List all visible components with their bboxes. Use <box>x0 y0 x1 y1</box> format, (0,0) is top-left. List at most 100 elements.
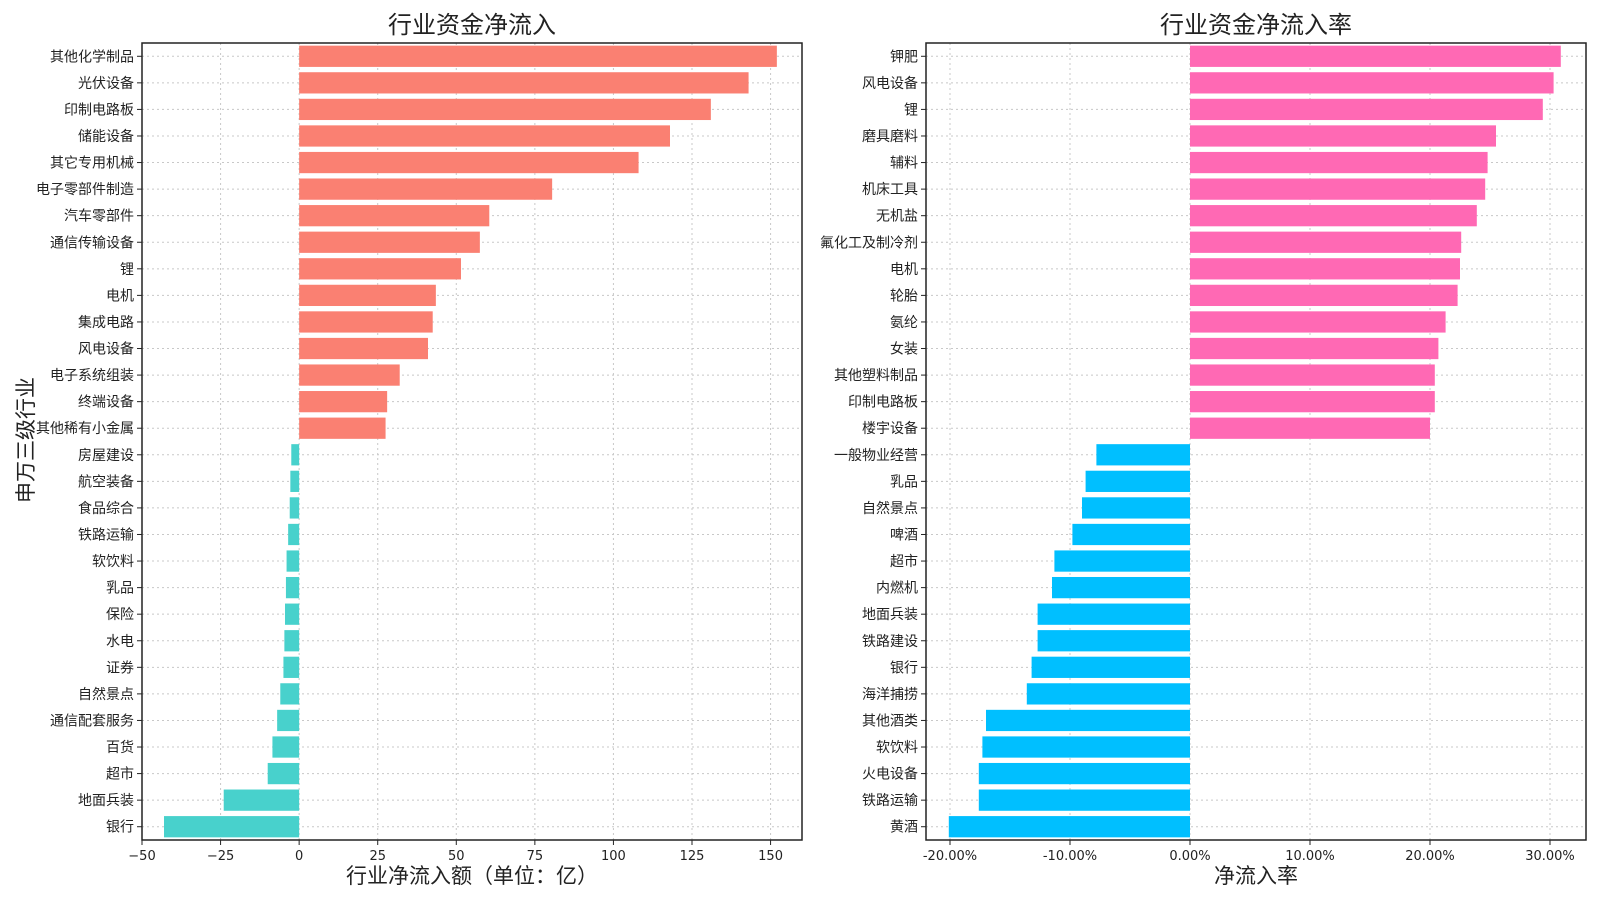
chart-net-inflow-rate-category-label: 银行 <box>890 660 918 676</box>
chart-net-inflow-rate-bar-3 <box>1190 98 1543 121</box>
chart-net-inflow-x-tick-label: 0 <box>295 849 303 864</box>
chart-net-inflow-category-label: 软饮料 <box>92 554 134 570</box>
chart-net-inflow-x-tick-label: −25 <box>207 849 234 864</box>
chart-net-inflow-bar-21 <box>285 576 300 599</box>
chart-net-inflow-title: 行业资金净流入 <box>388 11 556 39</box>
chart-net-inflow-grid <box>141 43 802 840</box>
chart-net-inflow-category-label: 终端设备 <box>78 394 134 411</box>
chart-net-inflow-rate: 行业资金净流入率 钾肥风电设备锂磨具磨料辅料机床工具无机盐氟化工及制冷剂电机轮胎… <box>820 11 1587 888</box>
chart-net-inflow-x-tick-label: 125 <box>680 849 705 864</box>
chart-net-inflow-bar-1 <box>299 45 777 67</box>
chart-net-inflow-rate-bar-2 <box>1190 72 1554 94</box>
chart-net-inflow-category-label: 水电 <box>106 634 134 650</box>
chart-net-inflow-category-label: 汽车零部件 <box>64 208 134 225</box>
chart-net-inflow-category-labels: 其他化学制品光伏设备印制电路板储能设备其它专用机械电子零部件制造汽车零部件通信传… <box>36 49 142 836</box>
chart-net-inflow-rate-bar-7 <box>1190 205 1477 227</box>
chart-net-inflow-bar-18 <box>289 497 300 519</box>
chart-net-inflow-bar-8 <box>299 231 480 253</box>
chart-net-inflow-bar-26 <box>277 709 300 732</box>
chart-net-inflow-category-label: 通信配套服务 <box>50 713 134 729</box>
chart-net-inflow-bar-24 <box>283 656 300 678</box>
chart-net-inflow-rate-bar-29 <box>978 789 1190 811</box>
chart-net-inflow-rate-bar-5 <box>1190 151 1488 174</box>
chart-net-inflow-rate-bar-26 <box>986 709 1190 732</box>
chart-net-inflow-rate-category-label: 电机 <box>890 262 918 278</box>
chart-net-inflow-rate-category-label: 一般物业经营 <box>834 448 918 464</box>
chart-net-inflow-category-label: 电子零部件制造 <box>36 182 134 198</box>
chart-net-inflow-rate-title: 行业资金净流入率 <box>1160 11 1352 39</box>
chart-net-inflow-x-tick-label: 75 <box>527 849 544 864</box>
chart-net-inflow-category-label: 百货 <box>106 739 134 756</box>
chart-net-inflow-rate-category-label: 印制电路板 <box>848 395 918 411</box>
chart-net-inflow-bar-6 <box>299 178 553 200</box>
chart-net-inflow-rate-category-label: 轮胎 <box>890 288 918 304</box>
chart-net-inflow-rate-xlabel: 净流入率 <box>1214 864 1298 888</box>
chart-net-inflow-bar-9 <box>299 258 461 280</box>
chart-net-inflow-rate-bar-23 <box>1037 630 1190 652</box>
chart-net-inflow-rate-category-label: 内燃机 <box>876 580 918 597</box>
chart-net-inflow-bar-23 <box>284 630 300 652</box>
chart-net-inflow-bar-29 <box>223 789 300 811</box>
chart-net-inflow-frame <box>141 42 803 841</box>
chart-net-inflow-rate-bar-18 <box>1082 497 1190 519</box>
chart-net-inflow-rate-bar-11 <box>1190 311 1446 333</box>
chart-net-inflow-category-label: 集成电路 <box>78 314 134 331</box>
chart-net-inflow-category-label: 超市 <box>106 766 134 783</box>
chart-net-inflow-category-label: 其它专用机械 <box>50 155 134 172</box>
chart-net-inflow-category-label: 光伏设备 <box>78 75 134 92</box>
chart-net-inflow-bar-10 <box>299 284 436 307</box>
chart-net-inflow-rate-bar-24 <box>1031 656 1190 678</box>
chart-net-inflow-rate-bar-30 <box>948 816 1190 838</box>
chart-net-inflow-category-label: 印制电路板 <box>64 102 134 118</box>
chart-net-inflow-rate-category-label: 自然景点 <box>862 500 918 517</box>
chart-net-inflow-rate-category-label: 楼宇设备 <box>862 420 918 437</box>
chart-net-inflow-bar-30 <box>164 816 300 838</box>
chart-net-inflow-xlabel: 行业净流入额（单位：亿） <box>346 864 598 888</box>
chart-net-inflow-rate-category-label: 海洋捕捞 <box>862 687 918 703</box>
chart-net-inflow-rate-bar-8 <box>1190 231 1462 253</box>
chart-net-inflow-rate-bar-16 <box>1096 444 1190 466</box>
chart-net-inflow-rate-x-tick-label: -10.00% <box>1043 849 1097 864</box>
chart-net-inflow-category-label: 乳品 <box>106 581 134 597</box>
chart-net-inflow-category-label: 电机 <box>106 288 134 304</box>
chart-net-inflow-rate-bar-6 <box>1190 178 1486 200</box>
chart-net-inflow-rate-x-tick-label: -20.00% <box>923 849 977 864</box>
chart-net-inflow-bar-20 <box>286 550 300 572</box>
chart-net-inflow-rate-bar-12 <box>1190 337 1439 360</box>
chart-net-inflow-category-label: 储能设备 <box>78 128 134 145</box>
chart-net-inflow-rate-category-label: 风电设备 <box>862 75 918 92</box>
chart-net-inflow-bar-4 <box>299 125 670 147</box>
chart-net-inflow-rate-category-label: 乳品 <box>890 474 918 490</box>
chart-net-inflow-category-label: 电子系统组装 <box>50 368 134 384</box>
chart-net-inflow-category-label: 锂 <box>120 262 134 278</box>
chart-net-inflow-rate-category-label: 啤酒 <box>890 527 918 543</box>
chart-net-inflow-category-label: 风电设备 <box>78 341 134 358</box>
chart-net-inflow-rate-bar-14 <box>1190 391 1435 413</box>
chart-net-inflow-rate-category-label: 氨纶 <box>890 315 918 331</box>
chart-net-inflow-bar-22 <box>285 603 300 625</box>
chart-net-inflow-rate-category-label: 其他酒类 <box>862 713 918 729</box>
chart-net-inflow-rate-category-label: 地面兵装 <box>862 607 918 623</box>
chart-net-inflow-rate-bar-1 <box>1190 45 1561 67</box>
chart-net-inflow-x-tick-label: −50 <box>128 849 155 864</box>
chart-net-inflow-x-tick-label: 50 <box>448 849 465 864</box>
chart-net-inflow-bar-25 <box>280 683 300 705</box>
chart-net-inflow-category-label: 航空装备 <box>78 473 134 490</box>
chart-net-inflow-rate-category-label: 超市 <box>890 553 918 570</box>
chart-net-inflow-rate-bar-28 <box>978 762 1190 785</box>
chart-net-inflow-bar-2 <box>299 72 749 94</box>
chart-net-inflow-category-label: 自然景点 <box>78 686 134 703</box>
chart-net-inflow-rate-bar-4 <box>1190 125 1496 147</box>
chart-net-inflow-rate-bar-9 <box>1190 258 1460 280</box>
chart-net-inflow-bar-17 <box>290 470 300 492</box>
chart-net-inflow-rate-bar-21 <box>1052 576 1190 599</box>
chart-net-inflow-bars <box>164 45 777 838</box>
chart-net-inflow-rate-bar-13 <box>1190 364 1435 386</box>
chart-net-inflow-rate-bar-10 <box>1190 284 1458 307</box>
chart-net-inflow-rate-x-ticks: -20.00% -10.00% 0.00% 10.00% 20.00% 30.00% <box>923 840 1575 864</box>
chart-net-inflow-rate-category-label: 女装 <box>890 341 918 358</box>
chart-net-inflow-rate-category-label: 氟化工及制冷剂 <box>820 235 918 251</box>
chart-net-inflow-x-tick-label: 25 <box>369 849 386 864</box>
chart-net-inflow-bar-13 <box>299 364 400 386</box>
